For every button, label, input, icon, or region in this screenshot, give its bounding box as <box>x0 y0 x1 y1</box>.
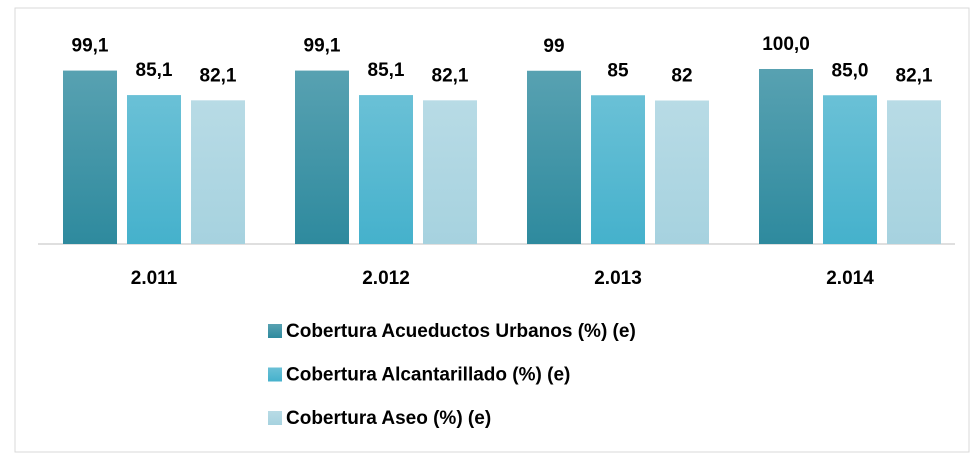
legend-label: Cobertura Acueductos Urbanos (%) (e) <box>286 321 636 342</box>
bar <box>655 100 709 244</box>
legend-swatch <box>268 367 282 382</box>
legend-swatch <box>268 324 282 338</box>
data-label: 85,1 <box>368 60 405 81</box>
data-label: 85 <box>607 60 629 81</box>
x-tick-label: 2.013 <box>594 268 642 289</box>
data-label: 85,0 <box>832 60 869 81</box>
bar <box>191 100 245 244</box>
x-tick-label: 2.012 <box>362 268 410 289</box>
x-tick-label: 2.014 <box>826 268 874 289</box>
legend-label: Cobertura Alcantarillado (%) (e) <box>286 365 570 386</box>
bar <box>127 95 181 244</box>
data-label: 100,0 <box>762 34 810 55</box>
data-label: 82,1 <box>200 65 237 86</box>
bar <box>295 70 349 244</box>
data-label: 99 <box>543 36 564 57</box>
bar <box>759 69 813 244</box>
bar <box>63 70 117 244</box>
bar <box>359 95 413 244</box>
data-label: 99,1 <box>72 36 109 57</box>
data-label: 82 <box>671 66 692 87</box>
bar <box>823 95 877 244</box>
bar <box>423 100 477 244</box>
bar <box>591 95 645 244</box>
data-label: 82,1 <box>896 65 933 86</box>
data-label: 82,1 <box>432 65 469 86</box>
legend-swatch <box>268 411 282 425</box>
data-label: 99,1 <box>304 36 341 57</box>
x-tick-label: 2.011 <box>131 268 178 289</box>
legend-label: Cobertura Aseo (%) (e) <box>286 408 491 429</box>
data-label: 85,1 <box>136 60 173 81</box>
bar <box>527 70 581 244</box>
bar <box>887 100 941 244</box>
